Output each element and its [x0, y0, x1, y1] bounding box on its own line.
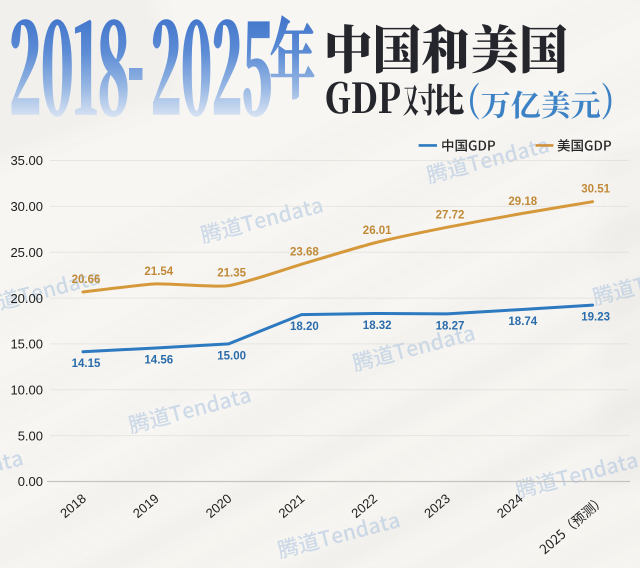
svg-text:15.00: 15.00: [10, 337, 43, 352]
svg-text:21.54: 21.54: [144, 266, 173, 278]
svg-text:19.23: 19.23: [581, 312, 610, 324]
svg-text:18.27: 18.27: [436, 320, 465, 332]
svg-text:20.00: 20.00: [10, 291, 43, 306]
svg-text:10.00: 10.00: [10, 383, 43, 398]
svg-text:30.00: 30.00: [10, 199, 43, 214]
svg-text:30.51: 30.51: [581, 184, 610, 196]
svg-text:26.01: 26.01: [363, 225, 392, 237]
svg-text:5.00: 5.00: [18, 428, 43, 443]
svg-text:18.32: 18.32: [363, 320, 392, 332]
svg-text:23.68: 23.68: [290, 246, 319, 258]
svg-text:20.66: 20.66: [72, 274, 101, 286]
svg-text:21.35: 21.35: [217, 268, 246, 280]
svg-text:18.20: 18.20: [290, 321, 319, 333]
svg-text:35.00: 35.00: [10, 153, 43, 168]
svg-text:14.15: 14.15: [72, 358, 101, 370]
svg-text:27.72: 27.72: [436, 209, 465, 221]
svg-text:15.00: 15.00: [217, 350, 246, 362]
svg-text:14.56: 14.56: [144, 355, 173, 367]
svg-text:29.18: 29.18: [508, 196, 537, 208]
svg-text:25.00: 25.00: [10, 245, 43, 260]
svg-text:0.00: 0.00: [18, 474, 43, 489]
svg-text:18.74: 18.74: [508, 316, 537, 328]
